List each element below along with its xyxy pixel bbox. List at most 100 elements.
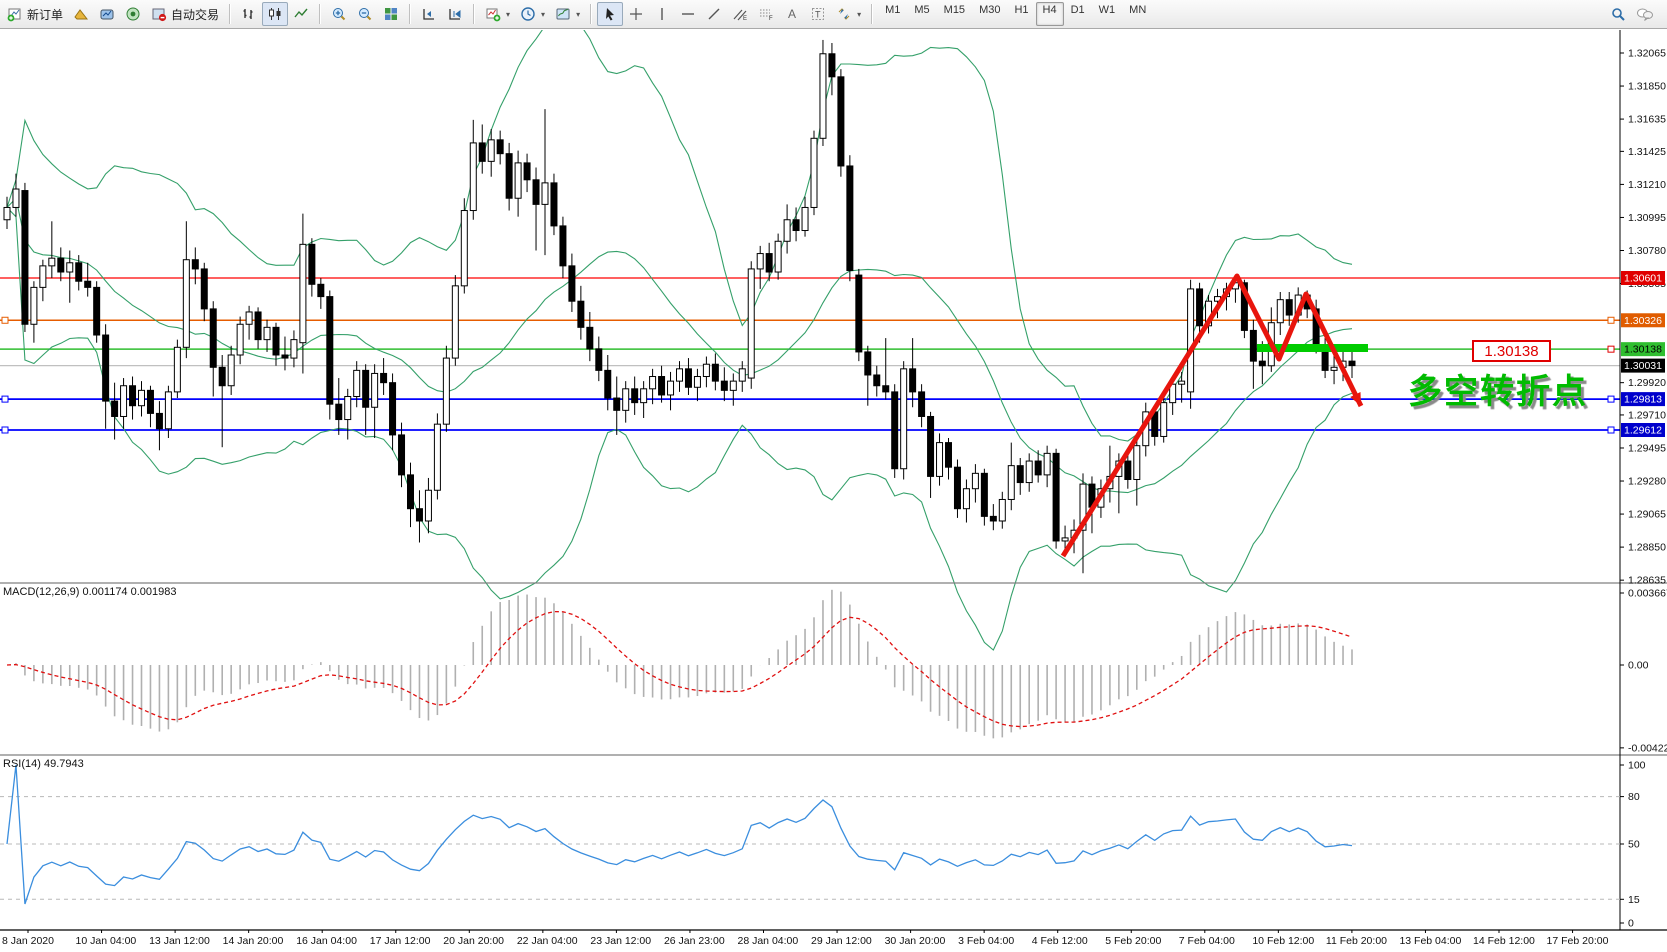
arrows-button[interactable]: ▾ (831, 2, 866, 26)
chat-button[interactable] (1631, 2, 1659, 26)
neworder-icon (7, 6, 23, 22)
search-button[interactable] (1605, 2, 1631, 26)
time-tick-label: 14 Jan 20:00 (223, 935, 284, 947)
channel-icon: E (732, 6, 748, 22)
time-tick-label: 22 Jan 04:00 (517, 935, 578, 947)
textA-icon: A (784, 6, 800, 22)
tab-timeframe-M1[interactable]: M1 (885, 4, 901, 16)
autoscroll-icon (421, 6, 437, 22)
bollinger-lower-band (6, 207, 1353, 651)
chevron-down-icon[interactable]: ▾ (576, 9, 581, 19)
svg-text:1.30601: 1.30601 (1624, 273, 1662, 285)
line-chart-button[interactable] (288, 2, 314, 26)
tab-timeframe-M30[interactable]: M30 (979, 4, 1001, 16)
support-highlight-bar[interactable] (1257, 344, 1368, 352)
time-tick-label: 8 Jan 2020 (2, 935, 54, 947)
svg-text:15: 15 (1628, 894, 1640, 906)
price-annotation-box[interactable]: 1.30138 (1472, 340, 1551, 362)
autotrading-button[interactable]: 自动交易 (146, 2, 224, 26)
cursor-button[interactable] (597, 2, 624, 26)
zoom-in-button[interactable] (326, 2, 352, 26)
hline-button[interactable] (675, 2, 701, 26)
time-tick-label: 17 Jan 12:00 (370, 935, 431, 947)
text-button[interactable]: A (779, 2, 805, 26)
add-indicator-button[interactable]: ▾ (480, 2, 515, 26)
profile-button[interactable] (68, 2, 94, 26)
candles-chart-button[interactable] (262, 2, 289, 26)
tab-timeframe-M15[interactable]: M15 (943, 4, 966, 16)
vline-button[interactable] (649, 2, 675, 26)
fibo-button[interactable]: F (753, 2, 779, 26)
price-tick-label: 1.29920 (1628, 377, 1666, 389)
chinese-annotation-text[interactable]: 多空转折点 (1408, 373, 1588, 411)
chevron-down-icon[interactable]: ▾ (541, 9, 546, 19)
clock-icon (520, 6, 536, 22)
time-tick-label: 11 Feb 20:00 (1326, 935, 1387, 947)
tab-timeframe-D1[interactable]: D1 (1070, 4, 1085, 16)
price-badge-1.30601 (1621, 271, 1665, 286)
time-tick-label: 23 Jan 12:00 (590, 935, 651, 947)
line-handle[interactable] (1, 426, 9, 434)
price-tick-label: 1.28850 (1628, 542, 1666, 554)
price-tick-label: 1.29710 (1628, 409, 1666, 421)
time-tick-label: 20 Jan 20:00 (443, 935, 504, 947)
price-badge-1.30031 (1621, 358, 1665, 373)
chart-area[interactable]: 1.32065 1.31850 1.31635 1.31425 1.31210 1.309… (0, 30, 1667, 952)
chevron-down-icon[interactable]: ▾ (857, 9, 862, 19)
bars-chart-button[interactable] (236, 2, 262, 26)
time-tick-label: 16 Jan 04:00 (296, 935, 357, 947)
svg-text:A: A (788, 7, 796, 21)
svg-text:E: E (743, 16, 747, 22)
tile-windows-button[interactable] (378, 2, 404, 26)
channel-button[interactable]: E (727, 2, 753, 26)
time-tick-label: 4 Feb 12:00 (1032, 935, 1088, 947)
tab-timeframe-H1[interactable]: H1 (1014, 4, 1029, 16)
time-tick-label: 13 Feb 04:00 (1399, 935, 1461, 947)
toolbar-separator (229, 4, 232, 24)
line-handle[interactable] (1607, 395, 1615, 403)
label-button[interactable]: T (805, 2, 831, 26)
new-order-button[interactable]: 新订单 (2, 2, 68, 26)
line-handle[interactable] (1, 316, 9, 324)
toolbar-separator (473, 4, 476, 24)
linechart-icon (293, 6, 309, 22)
svg-text:F: F (769, 16, 773, 22)
line-handle[interactable] (1607, 426, 1615, 434)
alerts-button[interactable] (120, 2, 146, 26)
svg-text:100: 100 (1628, 760, 1646, 772)
bollinger-upper-band (6, 30, 1353, 442)
line-handle[interactable] (1, 395, 9, 403)
tab-timeframe-H4[interactable]: H4 (1035, 2, 1064, 26)
auto-scroll-button[interactable] (416, 2, 442, 26)
time-tick-label: 7 Feb 04:00 (1179, 935, 1235, 947)
crosshair-button[interactable] (623, 2, 649, 26)
time-tick-label: 13 Jan 12:00 (149, 935, 210, 947)
time-tick-label: 30 Jan 20:00 (885, 935, 946, 947)
line-handle[interactable] (1607, 316, 1615, 324)
macd-axis: 0.003667 0.00 -0.00422 (1620, 587, 1667, 754)
price-tick-label: 1.31425 (1628, 146, 1666, 158)
template-button[interactable]: ▾ (550, 2, 585, 26)
time-tick-label: 28 Jan 04:00 (738, 935, 799, 947)
time-tick-label: 29 Jan 12:00 (811, 935, 872, 947)
tab-timeframe-W1[interactable]: W1 (1098, 4, 1116, 16)
price-axis[interactable]: 1.32065 1.31850 1.31635 1.31425 1.31210 1.309… (1620, 48, 1666, 587)
tab-timeframe-MN[interactable]: MN (1129, 4, 1147, 16)
trendline-button[interactable] (701, 2, 727, 26)
chevron-down-icon[interactable]: ▾ (506, 9, 511, 19)
period-button[interactable]: ▾ (515, 2, 550, 26)
charts-icon (99, 6, 115, 22)
svg-text:1.29813: 1.29813 (1624, 394, 1662, 406)
time-tick-label: 10 Feb 12:00 (1252, 935, 1314, 947)
tab-timeframe-M5[interactable]: M5 (914, 4, 930, 16)
time-axis[interactable]: 8 Jan 2020 10 Jan 04:00 13 Jan 12:00 14 Jan… (2, 930, 1609, 947)
charts-window-button[interactable] (94, 2, 120, 26)
svg-text:0.003667: 0.003667 (1628, 587, 1667, 599)
macd-indicator-label: MACD(12,26,9) 0.001174 0.001983 (3, 586, 177, 598)
zoom-out-button[interactable] (352, 2, 378, 26)
trend-zigzag-arrow[interactable] (1060, 273, 1364, 558)
annotation-anchor[interactable] (1607, 345, 1615, 353)
chart-shift-button[interactable] (442, 2, 468, 26)
trendline-icon (706, 6, 722, 22)
